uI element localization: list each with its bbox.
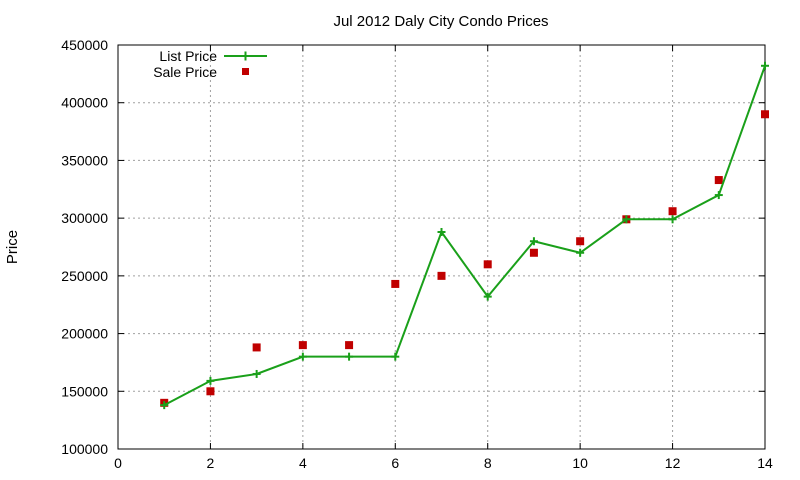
list-price-point [391,352,400,361]
y-tick-label: 200000 [61,326,108,342]
x-tick-label: 8 [484,455,492,471]
list-price-point [252,369,261,378]
y-axis-label: Price [4,230,21,264]
grid [118,45,765,449]
plot-frame [117,44,766,450]
sale-price-point [576,237,585,246]
x-tick-labels: 0 2 4 6 8 10 12 14 [114,455,773,471]
sale-price-point [345,341,354,350]
list-price-point [206,376,215,385]
y-tick-label: 350000 [61,152,108,168]
y-tick-label: 450000 [61,37,108,53]
sale-price-point [391,279,400,288]
y-tick-label: 100000 [61,441,108,457]
list-price-point [576,248,585,257]
chart-title: Jul 2012 Daly City Condo Prices [333,13,548,30]
list-price-point [714,191,723,200]
sale-price-point [714,176,723,185]
sale-price-point [668,207,677,216]
axis-ticks [117,44,766,450]
list-price-point [529,237,538,246]
x-tick-label: 14 [757,455,773,471]
list-price-point [437,227,446,236]
y-tick-label: 150000 [61,383,108,399]
legend-label-list-price: List Price [159,48,217,64]
x-tick-label: 0 [114,455,122,471]
y-tick-label: 400000 [61,95,108,111]
sale-price-point [761,110,769,119]
sale-price-point [529,248,538,257]
legend-marker-list-price [241,51,250,61]
list-price-point [483,292,492,301]
series-layer [160,61,769,410]
sale-price-point [483,260,492,269]
legend-label-sale-price: Sale Price [153,64,217,80]
sale-price-point [206,387,215,396]
x-tick-label: 4 [299,455,307,471]
list-price-point [160,401,169,410]
list-price-point [298,352,307,361]
list-price-line [163,65,766,407]
legend: List Price Sale Price [153,48,267,80]
y-tick-labels: 100000 150000 200000 250000 300000 350000 4000… [61,37,108,457]
y-tick-label: 250000 [61,268,108,284]
sale-price-point [298,341,307,350]
sale-price-point [437,271,446,280]
x-tick-label: 10 [572,455,588,471]
list-price-point [761,61,769,70]
x-tick-label: 12 [665,455,681,471]
list-price-point [668,215,677,224]
list-price-point [345,352,354,361]
sale-price-point [252,343,261,352]
legend-marker-sale-price [242,68,249,75]
y-tick-label: 300000 [61,210,108,226]
list-price-point [622,215,631,224]
x-tick-label: 6 [391,455,399,471]
x-tick-label: 2 [207,455,215,471]
